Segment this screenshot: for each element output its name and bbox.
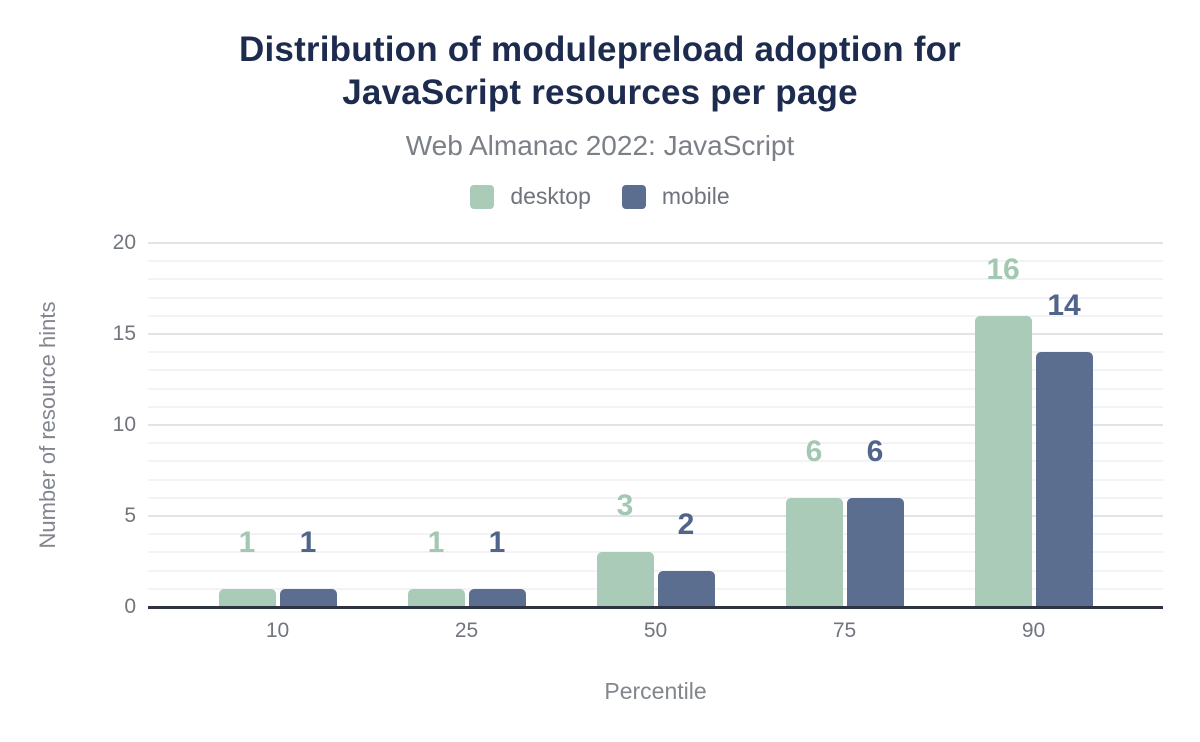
bar-desktop-p90[interactable]: 16 xyxy=(974,254,1032,607)
major-gridline-20 xyxy=(148,242,1163,244)
minor-gridline-3 xyxy=(148,551,1163,554)
bar-mobile-p75[interactable]: 6 xyxy=(846,436,904,607)
bar-mobile-p10[interactable]: 1 xyxy=(279,527,337,607)
y-tick-label-5: 5 xyxy=(124,504,136,527)
legend-label-mobile: mobile xyxy=(661,183,730,209)
chart-title-text: Distribution of modulepreload adoption f… xyxy=(239,30,961,112)
major-gridline-5 xyxy=(148,515,1163,517)
bar-value-label-mobile-p75: 6 xyxy=(866,434,884,468)
legend-swatch-desktop xyxy=(470,184,495,209)
minor-gridline-12 xyxy=(148,387,1163,390)
minor-gridline-14 xyxy=(148,351,1163,354)
legend-label-desktop: desktop xyxy=(510,183,591,209)
bar-value-label-desktop-p10: 1 xyxy=(238,525,256,559)
minor-gridline-4 xyxy=(148,533,1163,536)
x-axis-title: Percentile xyxy=(604,678,707,704)
bar-value-label-mobile-p90: 14 xyxy=(1047,289,1081,323)
y-tick-label-0: 0 xyxy=(124,595,136,618)
bar-value-label-desktop-p25: 1 xyxy=(427,525,445,559)
bar-desktop-p10[interactable]: 1 xyxy=(218,527,276,607)
plot-bands: 1 1 1 1 3 2 6 6 16 14 xyxy=(183,243,1128,607)
minor-gridline-2 xyxy=(148,569,1163,572)
x-tick-label-25: 25 xyxy=(454,619,479,642)
minor-gridline-17 xyxy=(148,296,1163,299)
minor-gridline-1 xyxy=(148,587,1163,590)
minor-gridline-13 xyxy=(148,369,1163,372)
legend: desktop mobile xyxy=(0,183,1200,210)
bar-group-p90: 16 14 xyxy=(939,243,1128,607)
bar-desktop-p50[interactable]: 3 xyxy=(596,491,654,607)
major-gridline-10 xyxy=(148,424,1163,426)
legend-item-mobile[interactable]: mobile xyxy=(621,183,730,210)
bar-value-label-desktop-p75: 6 xyxy=(805,434,823,468)
x-axis-line xyxy=(148,606,1163,609)
minor-gridline-9 xyxy=(148,442,1163,445)
bar-value-label-mobile-p10: 1 xyxy=(299,525,317,559)
bar-mobile-p50[interactable]: 2 xyxy=(657,509,715,607)
bar-value-label-mobile-p25: 1 xyxy=(488,525,506,559)
y-tick-label-15: 15 xyxy=(112,322,136,345)
y-tick-label-10: 10 xyxy=(112,413,136,436)
x-tick-label-75: 75 xyxy=(832,619,857,642)
chart-subtitle: Web Almanac 2022: JavaScript xyxy=(405,130,795,161)
minor-gridline-18 xyxy=(148,278,1163,281)
x-tick-label-10: 10 xyxy=(265,619,290,642)
minor-gridline-7 xyxy=(148,478,1163,481)
bar-value-label-mobile-p50: 2 xyxy=(677,507,695,541)
minor-gridline-19 xyxy=(148,260,1163,263)
bar-value-label-desktop-p90: 16 xyxy=(986,252,1020,286)
x-tick-label-90: 90 xyxy=(1021,619,1046,642)
bar-value-label-desktop-p50: 3 xyxy=(616,489,634,523)
chart-title: Distribution of modulepreload adoption f… xyxy=(0,28,1200,114)
plot-area: 1 1 1 1 3 2 6 6 16 14 xyxy=(148,242,1163,609)
bar-desktop-p25[interactable]: 1 xyxy=(407,527,465,607)
x-tick-label-50: 50 xyxy=(643,619,668,642)
y-tick-label-20: 20 xyxy=(112,231,136,254)
minor-gridline-11 xyxy=(148,405,1163,408)
legend-swatch-mobile xyxy=(621,184,646,209)
minor-gridline-8 xyxy=(148,460,1163,463)
bar-mobile-p90[interactable]: 14 xyxy=(1035,291,1093,607)
minor-gridline-6 xyxy=(148,496,1163,499)
major-gridline-15 xyxy=(148,333,1163,335)
minor-gridline-16 xyxy=(148,314,1163,317)
bar-desktop-p75[interactable]: 6 xyxy=(785,436,843,607)
legend-item-desktop[interactable]: desktop xyxy=(470,183,591,210)
bar-mobile-p25[interactable]: 1 xyxy=(468,527,526,607)
